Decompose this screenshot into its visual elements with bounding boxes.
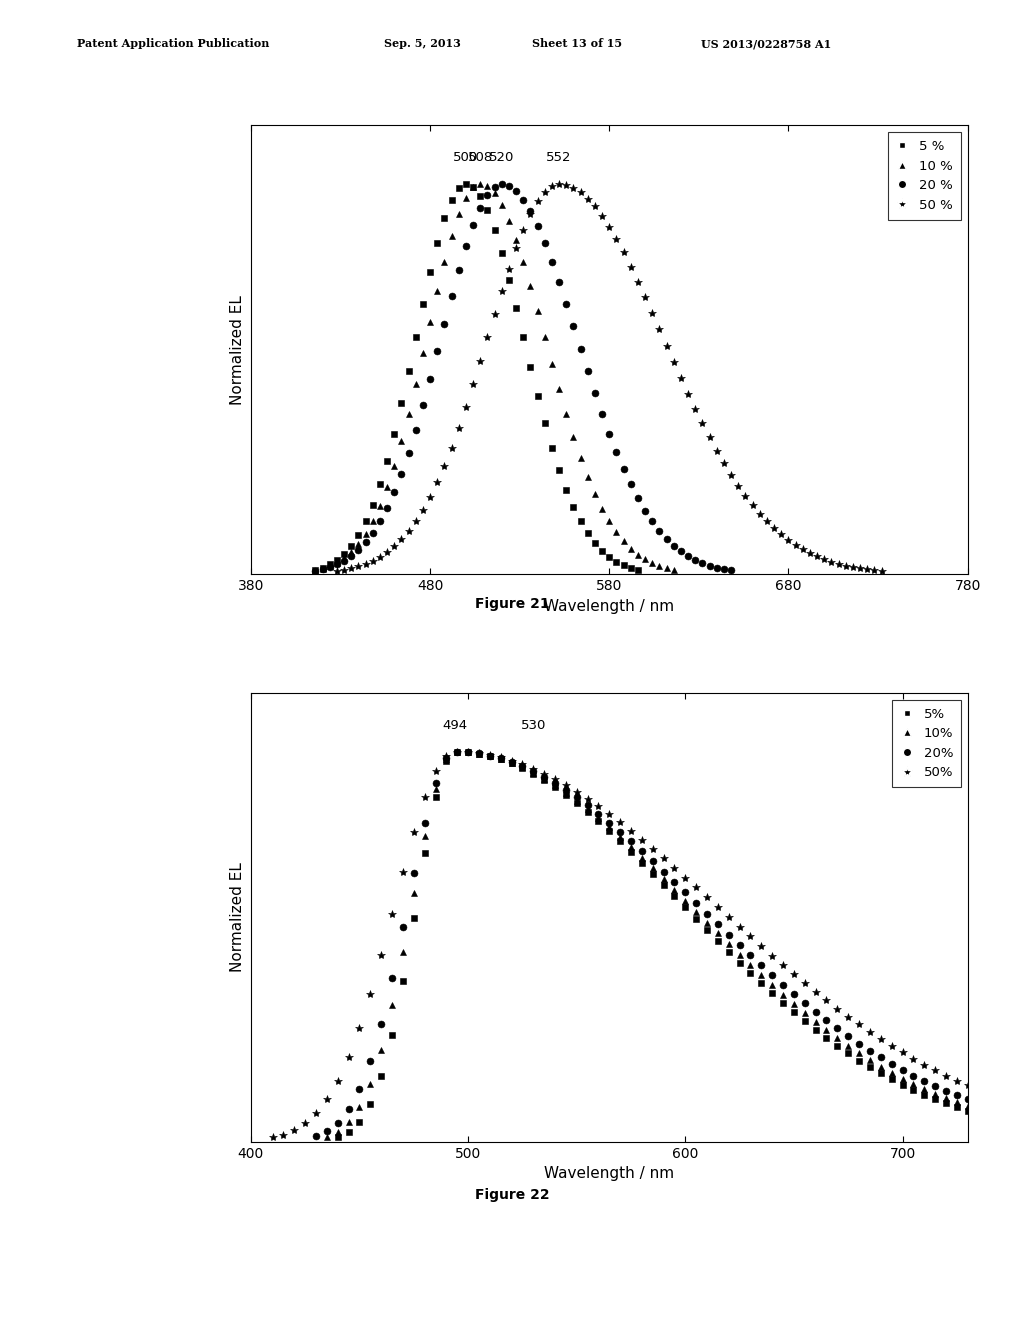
Text: Sep. 5, 2013: Sep. 5, 2013 [384, 38, 461, 49]
Y-axis label: Normalized EL: Normalized EL [230, 862, 246, 973]
Legend: 5%, 10%, 20%, 50%: 5%, 10%, 20%, 50% [892, 700, 962, 787]
Text: US 2013/0228758 A1: US 2013/0228758 A1 [701, 38, 831, 49]
Text: 530: 530 [520, 719, 546, 733]
Y-axis label: Normalized EL: Normalized EL [230, 294, 246, 405]
Text: Patent Application Publication: Patent Application Publication [77, 38, 269, 49]
X-axis label: Wavelength / nm: Wavelength / nm [544, 598, 675, 614]
Text: Figure 21: Figure 21 [475, 597, 549, 611]
X-axis label: Wavelength / nm: Wavelength / nm [544, 1166, 675, 1181]
Text: 500: 500 [454, 152, 478, 165]
Text: Sheet 13 of 15: Sheet 13 of 15 [532, 38, 623, 49]
Text: 508: 508 [468, 152, 493, 165]
Text: 520: 520 [489, 152, 514, 165]
Legend: 5 %, 10 %, 20 %, 50 %: 5 %, 10 %, 20 %, 50 % [888, 132, 962, 219]
Text: 552: 552 [547, 152, 571, 165]
Text: Figure 22: Figure 22 [475, 1188, 549, 1203]
Text: 494: 494 [442, 719, 468, 733]
